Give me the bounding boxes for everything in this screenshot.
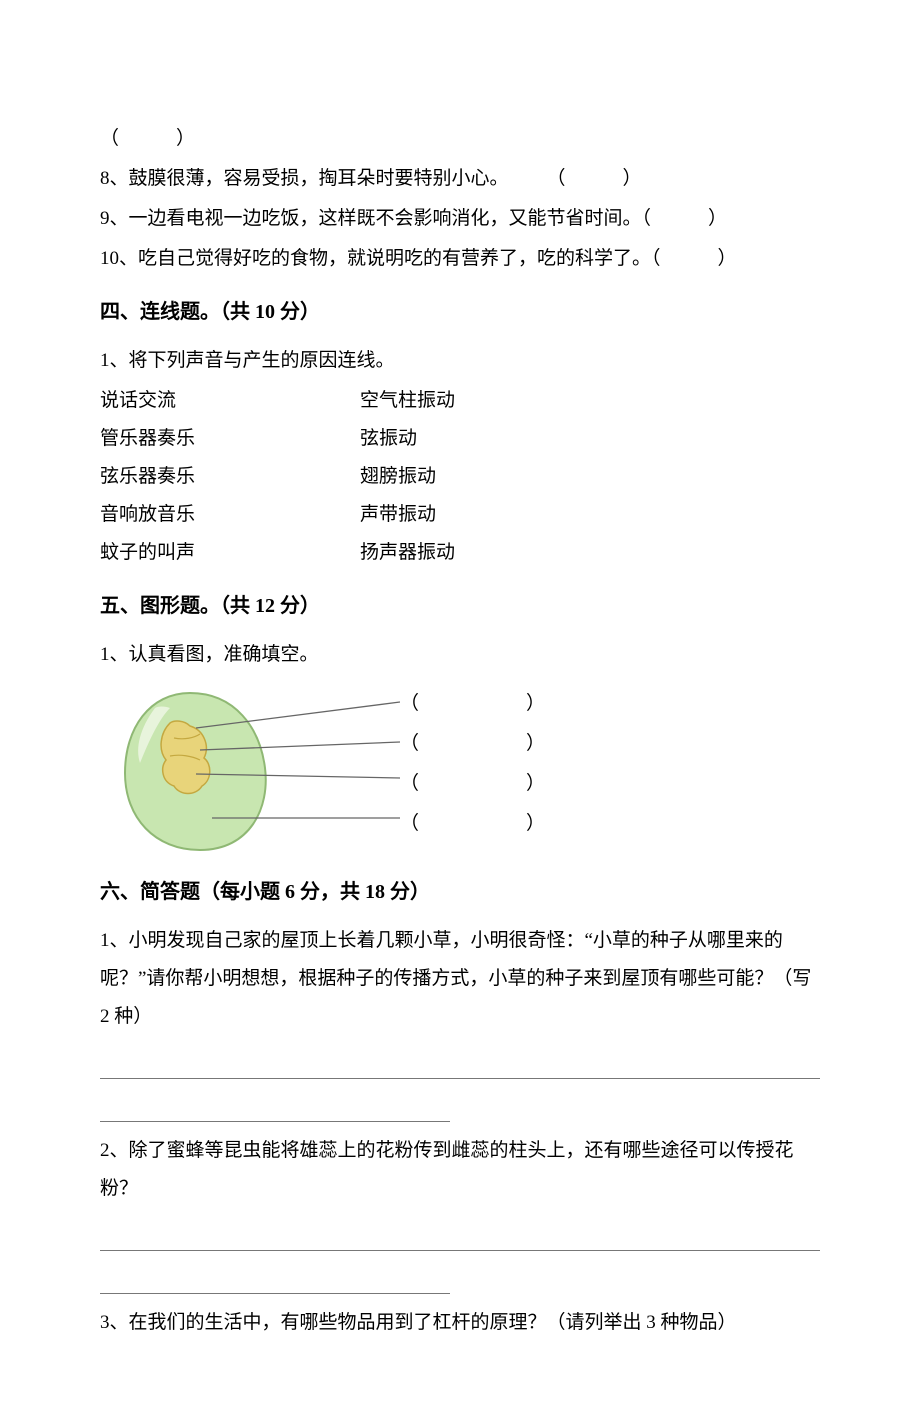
section4-q1: 1、将下列声音与产生的原因连线。 xyxy=(100,342,820,380)
match-row: 管乐器奏乐 弦振动 xyxy=(100,420,820,458)
match-left: 管乐器奏乐 xyxy=(100,420,360,458)
section6-q1: 1、小明发现自己家的屋顶上长着几颗小草，小明很奇怪：“小草的种子从哪里来的呢？”… xyxy=(100,922,820,1036)
figure-blank-3: （ ） xyxy=(400,764,547,804)
match-left: 说话交流 xyxy=(100,382,360,420)
match-right: 弦振动 xyxy=(360,420,820,458)
match-row: 弦乐器奏乐 翅膀振动 xyxy=(100,458,820,496)
tf-q9: 9、一边看电视一边吃饭，这样既不会影响消化，又能节省时间。（ ） xyxy=(100,200,820,238)
section5-heading: 五、图形题。（共 12 分） xyxy=(100,586,820,626)
figure-blank-2: （ ） xyxy=(400,724,547,764)
exam-page: （ ） 8、鼓膜很薄，容易受损，掏耳朵时要特别小心。 （ ） 9、一边看电视一边… xyxy=(0,0,920,1404)
match-right: 翅膀振动 xyxy=(360,458,820,496)
match-row: 音响放音乐 声带振动 xyxy=(100,496,820,534)
figure-blank-4: （ ） xyxy=(400,804,547,844)
seed-diagram xyxy=(100,678,400,858)
match-right: 扬声器振动 xyxy=(360,534,820,572)
answer-line xyxy=(100,1214,820,1251)
match-row: 说话交流 空气柱振动 xyxy=(100,382,820,420)
section4-heading: 四、连线题。（共 10 分） xyxy=(100,292,820,332)
seed-figure-row: （ ） （ ） （ ） （ ） xyxy=(100,678,820,858)
answer-line xyxy=(100,1042,820,1079)
match-left: 音响放音乐 xyxy=(100,496,360,534)
section6-q2: 2、除了蜜蜂等昆虫能将雄蕊上的花粉传到雌蕊的柱头上，还有哪些途径可以传授花粉？ xyxy=(100,1132,820,1208)
answer-line-short xyxy=(100,1257,450,1294)
tf-q10: 10、吃自己觉得好吃的食物，就说明吃的有营养了，吃的科学了。（ ） xyxy=(100,240,820,278)
figure-blanks: （ ） （ ） （ ） （ ） xyxy=(400,678,547,844)
match-left: 弦乐器奏乐 xyxy=(100,458,360,496)
matching-block: 说话交流 空气柱振动 管乐器奏乐 弦振动 弦乐器奏乐 翅膀振动 音响放音乐 声带… xyxy=(100,382,820,572)
section6-heading: 六、简答题（每小题 6 分，共 18 分） xyxy=(100,872,820,912)
section6-q3: 3、在我们的生活中，有哪些物品用到了杠杆的原理？（请列举出 3 种物品） xyxy=(100,1304,820,1342)
match-right: 空气柱振动 xyxy=(360,382,820,420)
match-right: 声带振动 xyxy=(360,496,820,534)
answer-line-short xyxy=(100,1085,450,1122)
match-row: 蚊子的叫声 扬声器振动 xyxy=(100,534,820,572)
tf-q8: 8、鼓膜很薄，容易受损，掏耳朵时要特别小心。 （ ） xyxy=(100,160,820,198)
figure-blank-1: （ ） xyxy=(400,684,547,724)
section5-q1: 1、认真看图，准确填空。 xyxy=(100,636,820,674)
match-left: 蚊子的叫声 xyxy=(100,534,360,572)
tf-q7: （ ） xyxy=(100,120,820,158)
